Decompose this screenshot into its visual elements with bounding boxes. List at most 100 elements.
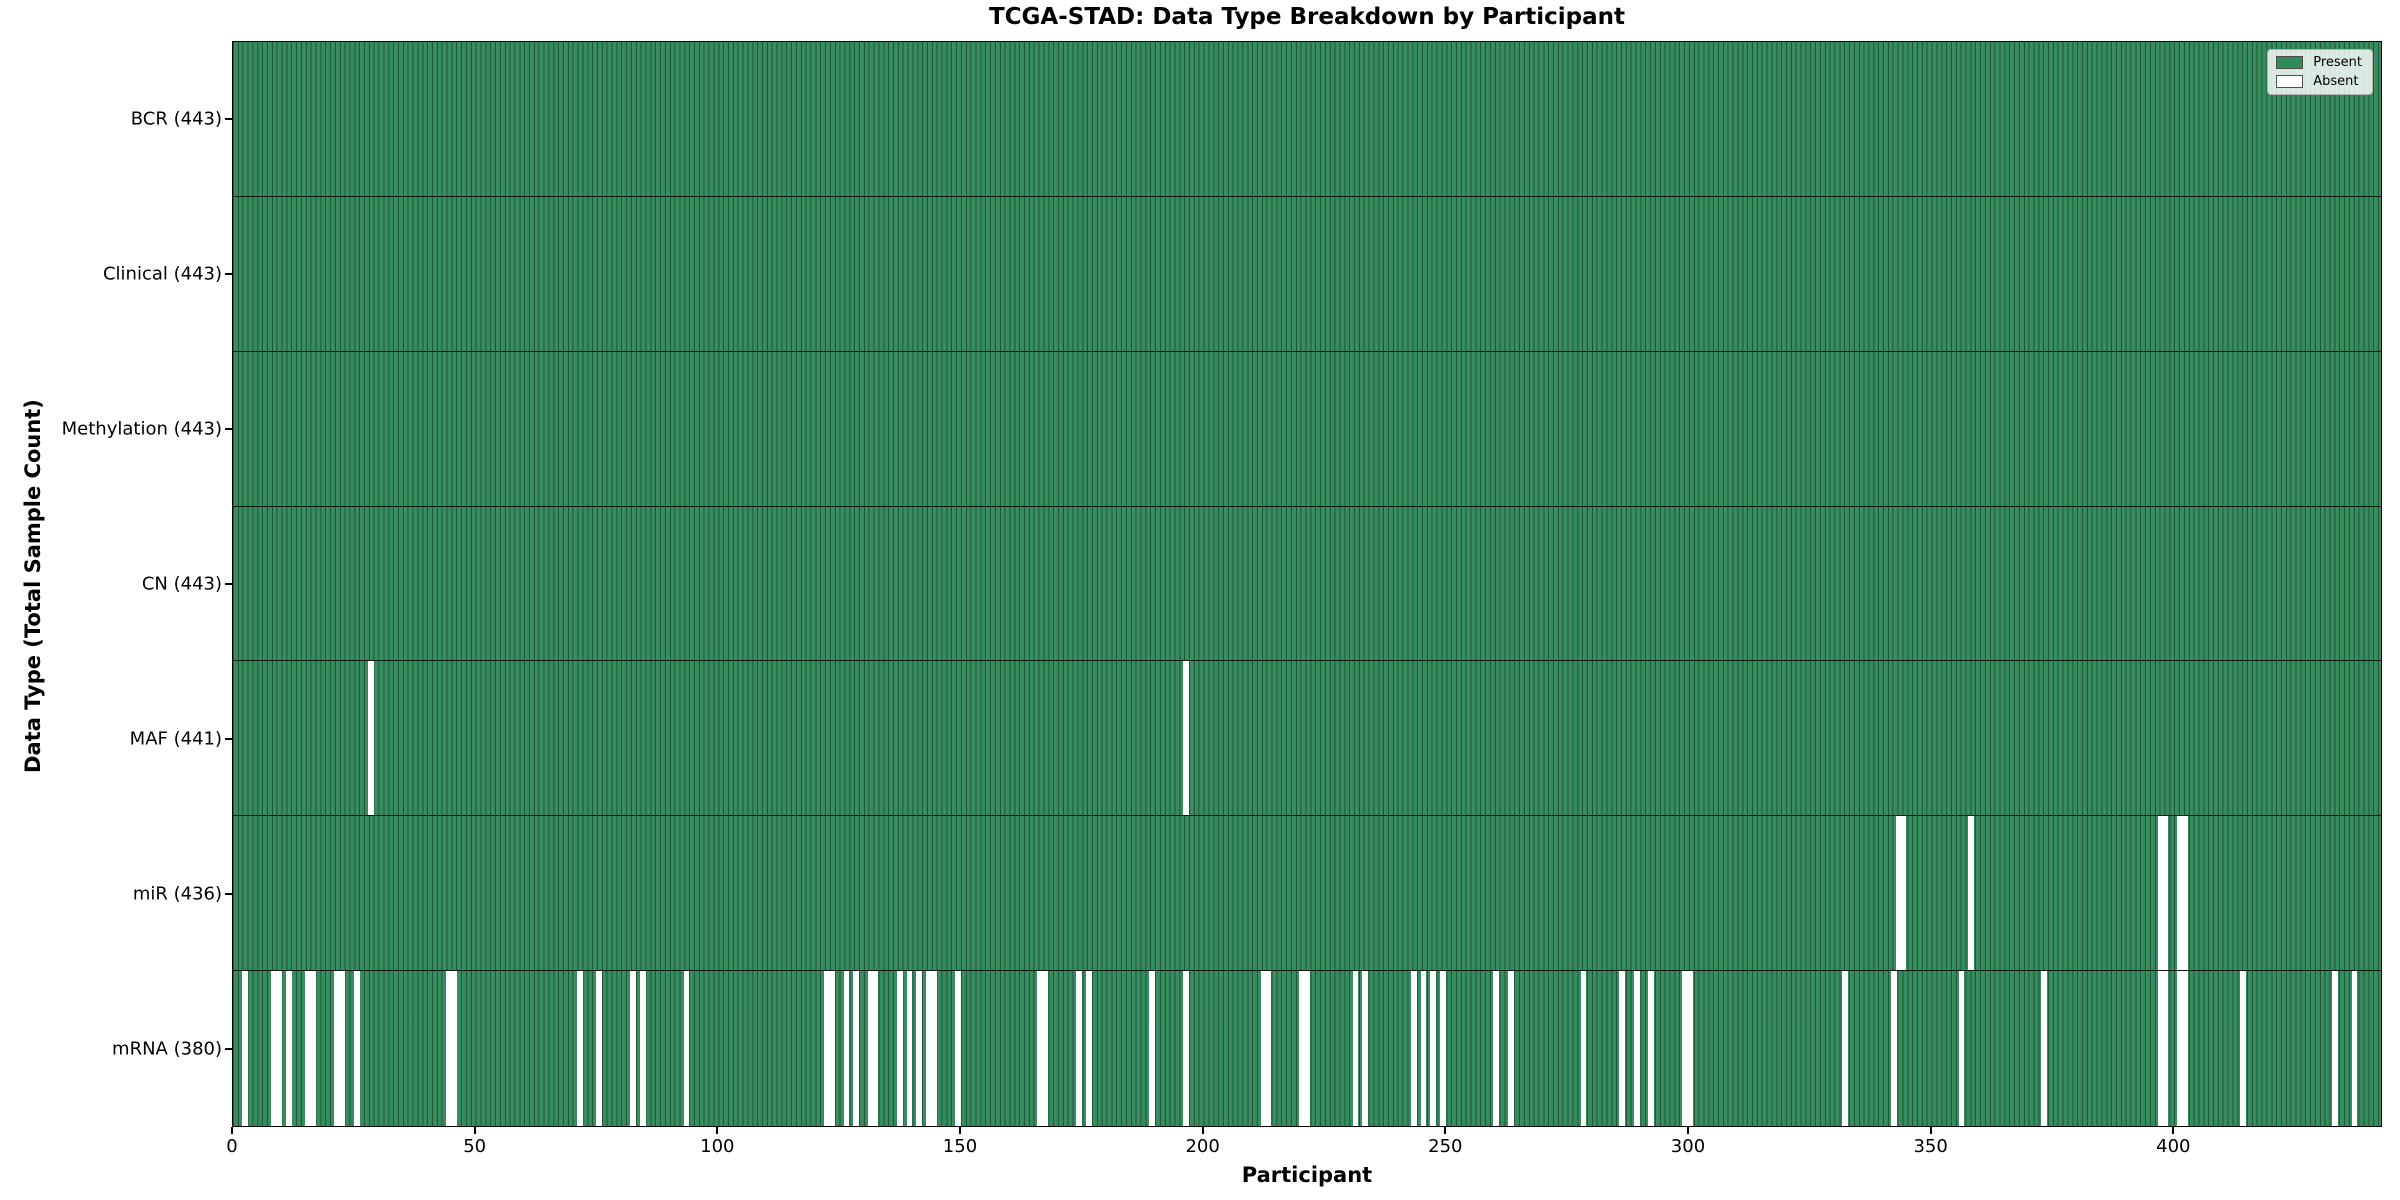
absent-bar: [1687, 971, 1693, 1126]
x-tick-mark: [716, 1127, 719, 1134]
x-tick-label: 300: [1670, 1136, 1706, 1157]
absent-bar: [916, 971, 922, 1126]
absent-bar: [639, 971, 646, 1126]
absent-bar: [955, 971, 961, 1126]
heatmap-row-Methylation: [233, 351, 2381, 507]
absent-bar: [2181, 816, 2188, 971]
y-axis-title: Data Type (Total Sample Count): [21, 399, 45, 773]
absent-bar: [1352, 971, 1359, 1126]
x-tick-label: 350: [1913, 1136, 1948, 1157]
absent-bar: [630, 971, 636, 1126]
absent-bar: [1085, 971, 1092, 1126]
absent-bar: [906, 971, 913, 1126]
x-tick-mark: [1929, 1127, 1932, 1134]
absent-bar: [1842, 971, 1849, 1126]
absent-swatch-icon: [2276, 75, 2304, 88]
heatmap-row-CN: [233, 506, 2381, 662]
x-tick-mark: [1201, 1127, 1204, 1134]
absent-bar: [1362, 971, 1369, 1126]
y-tick-label: CN (443): [141, 573, 222, 595]
legend-label: Present: [2313, 55, 2362, 70]
absent-bar: [2157, 971, 2164, 1126]
absent-bar: [1958, 971, 1965, 1126]
absent-bar: [2181, 971, 2188, 1126]
heatmap-row-miR: [233, 816, 2381, 972]
absent-bar: [276, 971, 282, 1126]
absent-bar: [1890, 971, 1897, 1126]
y-tick-mark: [225, 117, 232, 120]
absent-bar: [1895, 816, 1902, 971]
legend-item-absent: Absent: [2276, 75, 2362, 88]
absent-bar: [310, 971, 316, 1126]
x-tick-mark: [231, 1127, 233, 1134]
present-swatch-icon: [2276, 56, 2304, 69]
plot-area: Present Absent: [232, 41, 2382, 1127]
y-tick-mark: [225, 1048, 232, 1051]
x-tick-label: 50: [463, 1136, 487, 1157]
absent-bar: [1648, 971, 1655, 1126]
legend-label: Absent: [2313, 74, 2359, 89]
y-tick-label: miR (436): [132, 883, 222, 905]
heatmap-row-MAF: [233, 661, 2381, 817]
y-tick-label: Methylation (443): [61, 418, 222, 440]
absent-bar: [2162, 971, 2169, 1126]
absent-bar: [596, 971, 602, 1126]
absent-bar: [2041, 971, 2047, 1126]
absent-bar: [843, 971, 850, 1126]
absent-bar: [305, 971, 312, 1126]
absent-bar: [872, 971, 879, 1126]
absent-bar: [1182, 661, 1189, 816]
y-tick-mark: [225, 738, 232, 741]
absent-bar: [1682, 971, 1689, 1126]
absent-bar: [1410, 971, 1417, 1126]
x-tick-label: 0: [226, 1136, 238, 1157]
y-tick-label: BCR (443): [130, 108, 222, 130]
x-axis-title: Participant: [1241, 1163, 1373, 1187]
absent-bar: [1076, 971, 1083, 1126]
y-tick-mark: [225, 893, 232, 896]
x-tick-mark: [1444, 1127, 1447, 1134]
heatmap-row-mRNA: [233, 971, 2381, 1126]
y-tick-mark: [225, 583, 232, 585]
absent-bar: [1304, 971, 1310, 1126]
legend: Present Absent: [2267, 49, 2373, 95]
x-tick-mark: [1686, 1127, 1689, 1134]
absent-bar: [1633, 971, 1640, 1126]
absent-bar: [242, 971, 249, 1126]
absent-bar: [1900, 816, 1907, 971]
absent-bar: [368, 661, 375, 816]
y-tick-mark: [225, 427, 232, 430]
absent-bar: [1439, 971, 1446, 1126]
absent-bar: [1299, 971, 1306, 1126]
y-tick-label: Clinical (443): [102, 263, 222, 285]
absent-bar: [1507, 971, 1514, 1126]
absent-bar: [896, 971, 903, 1126]
x-tick-label: 150: [942, 1136, 978, 1157]
x-tick-label: 200: [1185, 1136, 1220, 1157]
absent-bar: [1430, 971, 1436, 1126]
absent-bar: [285, 971, 292, 1126]
x-tick-label: 250: [1428, 1136, 1463, 1157]
absent-bar: [1619, 971, 1626, 1126]
heatmap-row-Clinical: [233, 196, 2381, 352]
x-tick-mark: [473, 1127, 476, 1134]
heatmap-row-BCR: [233, 42, 2381, 197]
chart-title: TCGA-STAD: Data Type Breakdown by Partic…: [988, 4, 1625, 30]
absent-bar: [2162, 816, 2169, 971]
absent-bar: [1420, 971, 1427, 1126]
y-tick-label: mRNA (380): [112, 1038, 222, 1060]
absent-bar: [1493, 971, 1499, 1126]
absent-bar: [2176, 816, 2183, 971]
absent-bar: [271, 971, 278, 1126]
absent-bar: [1260, 971, 1267, 1126]
absent-bar: [2351, 971, 2358, 1126]
absent-bar: [824, 971, 830, 1126]
absent-bar: [334, 971, 341, 1126]
absent-bar: [339, 971, 345, 1126]
absent-bar: [853, 971, 859, 1126]
absent-bar: [1580, 971, 1587, 1126]
absent-bar: [1037, 971, 1044, 1126]
x-tick-label: 400: [2156, 1136, 2191, 1157]
absent-bar: [353, 971, 360, 1126]
